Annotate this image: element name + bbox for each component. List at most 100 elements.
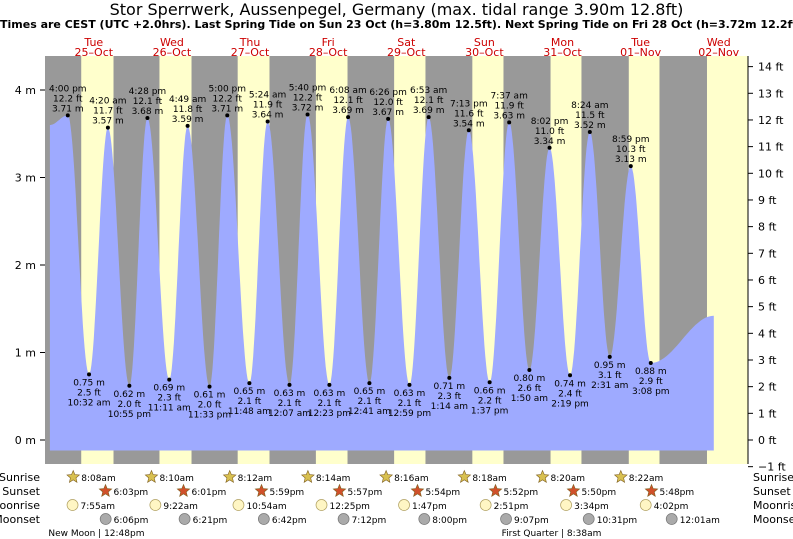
y-right-tick-label: 4 ft — [758, 327, 777, 340]
sunrise-icon — [66, 469, 81, 483]
moonrise-icon — [639, 499, 652, 511]
high-tide-time: 7:37 am — [490, 91, 527, 101]
sunrise-icon — [300, 469, 315, 483]
moonrise-time: 3:34pm — [574, 502, 609, 512]
high-tide-feet: 12.1 ft — [333, 96, 363, 106]
day-of-week-label: Wed — [707, 36, 731, 49]
high-tide-time: 5:40 pm — [289, 84, 327, 94]
sunrise-time: 8:22am — [629, 474, 664, 484]
moonrise-time: 10:54am — [246, 502, 286, 512]
high-tide-metres: 3.52 m — [574, 121, 606, 131]
low-tide-feet: 2.1 ft — [358, 397, 382, 407]
high-tide-feet: 12.2 ft — [213, 94, 243, 104]
low-tide-feet: 2.0 ft — [118, 400, 142, 410]
high-tide-metres: 3.64 m — [252, 111, 284, 121]
high-tide-feet: 11.9 ft — [253, 101, 283, 111]
astro-row-label-left: Moonrise — [0, 499, 40, 512]
y-left-tick-label: 2 m — [15, 259, 36, 272]
high-tide-metres: 3.72 m — [292, 104, 324, 114]
date-label: 26–Oct — [153, 46, 192, 59]
chart-subtitle: Times are CEST (UTC +2.0hrs). Last Sprin… — [0, 18, 793, 31]
moonrise-icon — [479, 499, 492, 511]
sunrise-icon — [379, 469, 394, 483]
low-tide-metres: 0.69 m — [153, 384, 185, 394]
high-tide-feet: 12.1 ft — [133, 97, 163, 107]
moonrise-time: 4:02pm — [654, 502, 689, 512]
low-tide-point — [487, 380, 492, 385]
high-tide-feet: 11.9 ft — [494, 101, 524, 111]
date-label: 31–Oct — [543, 46, 582, 59]
moonrise-time: 12:25pm — [330, 502, 370, 512]
high-tide-point — [587, 130, 592, 134]
high-tide-time: 6:53 am — [410, 86, 447, 96]
sunset-time: 5:59pm — [270, 488, 305, 498]
sunrise-time: 8:20am — [551, 474, 586, 484]
high-tide-metres: 3.59 m — [172, 115, 204, 125]
moonrise-time: 1:47pm — [412, 502, 447, 512]
low-tide-metres: 0.62 m — [114, 390, 146, 400]
low-tide-metres: 0.63 m — [274, 389, 306, 399]
low-tide-time: 11:11 am — [148, 404, 191, 414]
moonset-time: 9:07pm — [514, 516, 549, 526]
day-of-week-label: Mon — [551, 36, 574, 49]
moonset-icon — [257, 513, 270, 525]
low-tide-feet: 2.1 ft — [238, 397, 262, 407]
low-tide-time: 11:33 pm — [188, 411, 231, 421]
sunset-time: 5:52pm — [503, 488, 538, 498]
moonrise-icon — [66, 499, 79, 511]
sunrise-time: 8:18am — [472, 474, 507, 484]
date-label: 30–Oct — [465, 46, 504, 59]
y-right-tick-label: 0 ft — [758, 434, 777, 447]
y-left-tick-label: 1 m — [15, 347, 36, 360]
sunrise-time: 8:10am — [159, 474, 194, 484]
low-tide-time: 10:32 am — [67, 398, 110, 408]
low-tide-point — [367, 381, 372, 386]
high-tide-point — [105, 125, 110, 130]
y-right-tick-label: −1 ft — [758, 461, 786, 474]
high-tide-metres: 3.71 m — [52, 104, 84, 114]
sunset-time: 5:48pm — [659, 488, 694, 498]
sunset-icon — [98, 483, 113, 497]
low-tide-feet: 2.1 ft — [278, 399, 302, 409]
low-tide-time: 12:59 pm — [388, 409, 431, 419]
y-right-tick-label: 1 ft — [758, 407, 777, 420]
low-tide-time: 1:14 am — [431, 402, 468, 412]
low-tide-feet: 2.1 ft — [318, 399, 342, 409]
low-tide-feet: 2.2 ft — [478, 396, 502, 406]
high-tide-metres: 3.13 m — [615, 155, 647, 165]
high-tide-point — [547, 145, 552, 150]
low-tide-metres: 0.65 m — [354, 387, 386, 397]
moonset-time: 6:42pm — [272, 516, 307, 526]
y-right-tick-label: 14 ft — [758, 61, 784, 74]
day-of-week-label: Sun — [474, 36, 495, 49]
high-tide-feet: 11.6 ft — [454, 109, 484, 119]
astro-row-label-right: Moonset — [753, 513, 793, 526]
low-tide-metres: 0.66 m — [474, 386, 506, 396]
day-of-week-label: Fri — [322, 36, 335, 49]
low-tide-point — [127, 383, 132, 388]
low-tide-point — [568, 373, 573, 378]
low-tide-time: 2:19 pm — [551, 399, 589, 409]
low-tide-time: 1:37 pm — [471, 406, 509, 416]
y-right-tick-label: 8 ft — [758, 221, 777, 234]
sunset-time: 6:01pm — [192, 488, 227, 498]
low-tide-point — [287, 382, 292, 387]
high-tide-metres: 3.69 m — [332, 106, 364, 116]
low-tide-metres: 0.61 m — [194, 391, 226, 401]
day-of-week-label: Tue — [83, 36, 103, 49]
sunrise-icon — [613, 469, 628, 483]
y-right-tick-label: 5 ft — [758, 301, 777, 314]
high-tide-point — [65, 113, 70, 118]
high-tide-point — [305, 112, 310, 117]
y-right-tick-label: 11 ft — [758, 141, 784, 154]
daylight-band — [706, 56, 748, 464]
y-right-tick-label: 6 ft — [758, 274, 777, 287]
low-tide-metres: 0.80 m — [514, 374, 546, 384]
high-tide-feet: 12.2 ft — [53, 94, 83, 104]
sunrise-icon — [535, 469, 550, 483]
moonset-icon — [665, 513, 678, 525]
sunset-time: 5:54pm — [425, 488, 460, 498]
low-tide-time: 12:41 am — [348, 407, 391, 417]
moonset-time: 10:31pm — [597, 516, 637, 526]
